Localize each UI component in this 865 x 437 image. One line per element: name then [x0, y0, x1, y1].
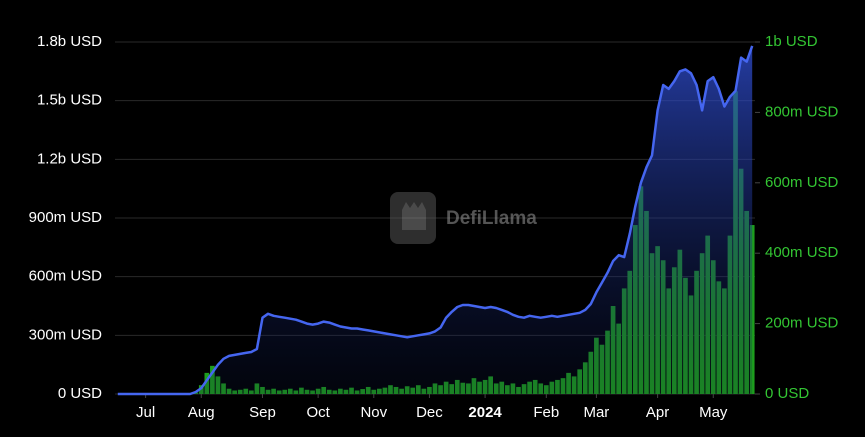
y2-tick-label: 0 USD [765, 385, 809, 402]
x-tick-label: Nov [360, 404, 387, 421]
x-tick-label: Apr [646, 404, 669, 421]
x-tick-label: Aug [188, 404, 215, 421]
y-tick-label: 1.2b USD [37, 150, 102, 167]
watermark-llama [402, 202, 426, 230]
tvl-area [117, 45, 753, 395]
y-tick-label: 1.5b USD [37, 92, 102, 109]
y-tick-label: 900m USD [29, 209, 103, 226]
y-tick-label: 300m USD [29, 326, 103, 343]
watermark: DefiLlama [390, 192, 537, 244]
tvl-line [117, 45, 754, 396]
x-tick-label: Dec [416, 404, 443, 421]
x-tick-label: Oct [306, 404, 330, 421]
x-tick-label: Jul [136, 404, 155, 421]
y2-tick-label: 1b USD [765, 33, 818, 50]
x-tick-label: Feb [533, 404, 559, 421]
x-tick-label: Mar [583, 404, 609, 421]
y2-tick-label: 800m USD [765, 103, 839, 120]
y-tick-label: 0 USD [58, 385, 102, 402]
y2-tick-label: 400m USD [765, 244, 839, 261]
x-tick-label: 2024 [468, 404, 502, 421]
watermark-text: DefiLlama [446, 208, 537, 229]
volume-bar [749, 225, 755, 394]
y2-tick-label: 200m USD [765, 315, 839, 332]
y2-tick-label: 600m USD [765, 174, 839, 191]
x-tick-label: May [699, 404, 728, 421]
y-tick-label: 1.8b USD [37, 33, 102, 50]
y-tick-label: 600m USD [29, 268, 103, 285]
x-tick-label: Sep [249, 404, 276, 421]
